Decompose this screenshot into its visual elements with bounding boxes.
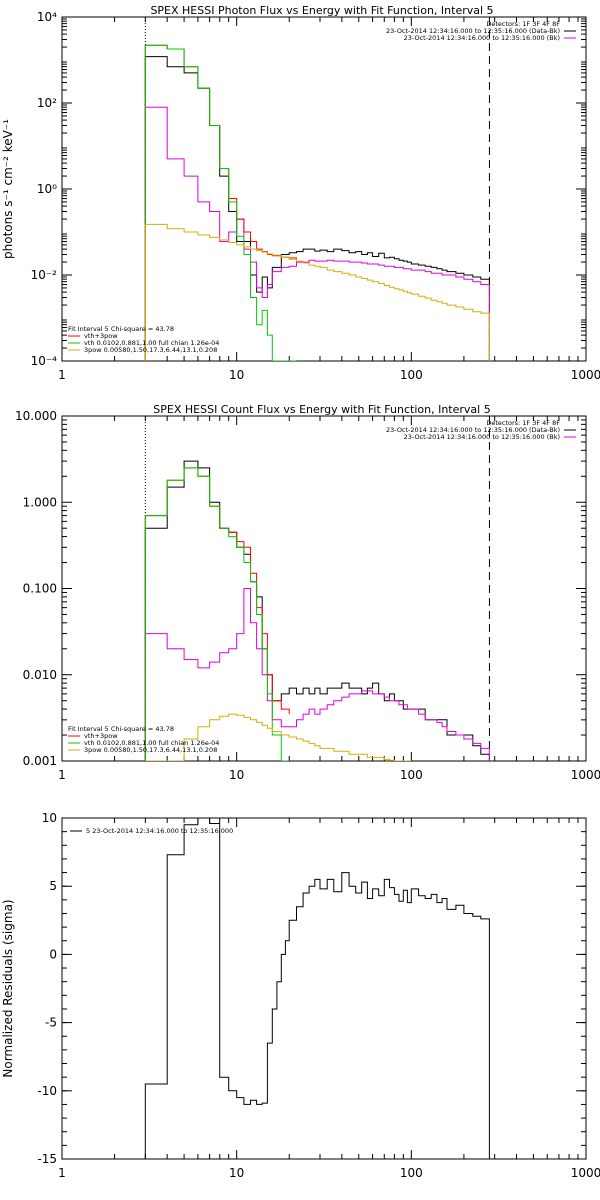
legend-top-label: 23-Oct-2014 12:34:16.000 to 12:35:16.000… (386, 27, 560, 35)
fit-legend-label: vth+3pow (84, 732, 118, 740)
y-tick-label: 0 (49, 947, 57, 961)
legend-top-label: 23-Oct-2014 12:34:16.000 to 12:35:16.000… (404, 34, 560, 42)
x-tick-label: 1000 (571, 768, 600, 782)
series-line (145, 713, 412, 761)
count-flux-panel: SPEX HESSI Count Flux vs Energy with Fit… (15, 403, 600, 782)
legend-top-label: Detectors: 1F 3F 4F 8F (486, 20, 560, 28)
y-tick-label: -15 (37, 1152, 57, 1166)
x-tick-label: 10 (229, 768, 244, 782)
series-line (144, 106, 490, 361)
legend-top-label: 23-Oct-2014 12:34:16.000 to 12:35:16.000… (404, 433, 560, 441)
x-tick-label: 100 (400, 768, 423, 782)
y-tick-label: 1.000 (23, 495, 57, 509)
residuals-panel: 1 10 100 1000 -15 -10 -5 0 5 10 Normalized Residua… (1, 811, 600, 1180)
x-tick-label: 1000 (571, 368, 600, 382)
series-line (144, 44, 297, 361)
legend-label: 5 23-Oct-2014 12:34:16.000 to 12:35:16.0… (86, 827, 233, 835)
y-tick-label: 10⁰ (37, 182, 57, 196)
fit-legend-label: 3pow 0.00580,1.50,17.3,6.44,13.1,0.208 (84, 746, 217, 754)
photon-flux-title: SPEX HESSI Photon Flux vs Energy with Fi… (150, 4, 493, 17)
y-tick-label: 10 (42, 811, 57, 825)
y-tick-label: 10² (37, 96, 57, 110)
legend-top-label: 23-Oct-2014 12:34:16.000 to 12:35:16.000… (386, 426, 560, 434)
legend-top-label: Detectors: 1F 3F 4F 8F (486, 419, 560, 427)
x-tick-label: 10 (229, 1166, 244, 1180)
fit-legend-label: vth+3pow (84, 332, 118, 340)
fit-legend-label: vth 0.0102,0.881,1.00 full chian 1.26e-0… (84, 339, 219, 347)
series-line (144, 56, 490, 361)
series-line (144, 467, 290, 761)
fit-legend-label: vth 0.0102,0.881,1.00 full chian 1.26e-0… (84, 739, 219, 747)
y-tick-label: 10⁻² (31, 268, 58, 282)
plot-frame (61, 16, 587, 362)
x-tick-label: 100 (400, 368, 423, 382)
x-tick-label: 1 (58, 368, 66, 382)
x-tick-label: 1 (58, 768, 66, 782)
series-line (144, 818, 490, 1159)
y-tick-label: 10.000 (15, 409, 57, 423)
x-tick-label: 1 (58, 1166, 66, 1180)
series-line (144, 44, 297, 361)
x-tick-label: 10 (229, 368, 244, 382)
x-tick-label: 100 (400, 1166, 423, 1180)
y-tick-label: 10⁻⁴ (31, 354, 58, 368)
series-group (144, 818, 490, 1159)
y-tick-label: -5 (45, 1016, 57, 1030)
y-axis-label: Normalized Residuals (sigma) (1, 899, 15, 1077)
series-line (144, 460, 490, 761)
plot-frame (61, 817, 587, 1160)
y-axis-label: photons s⁻¹ cm⁻² keV⁻¹ (1, 119, 15, 259)
x-tick-label: 1000 (571, 1166, 600, 1180)
fit-legend-label: 3pow 0.00580,1.50,17.3,6.44,13.1,0.208 (84, 346, 217, 354)
fit-legend-header: Fit Interval 5 Chi-square = 43.78 (68, 325, 174, 333)
y-tick-label: 0.001 (23, 754, 57, 768)
y-tick-label: 5 (49, 879, 57, 893)
series-group (144, 44, 490, 361)
series-line (144, 588, 490, 761)
y-tick-label: 0.100 (23, 582, 57, 596)
photon-flux-panel: SPEX HESSI Photon Flux vs Energy with Fi… (1, 4, 600, 382)
fit-legend-header: Fit Interval 5 Chi-square = 43.78 (68, 725, 174, 733)
series-line (144, 223, 490, 361)
series-group (144, 460, 490, 761)
y-tick-label: -10 (37, 1084, 57, 1098)
y-tick-label: 0.010 (23, 668, 57, 682)
y-tick-label: 10⁴ (37, 10, 57, 24)
count-flux-title: SPEX HESSI Count Flux vs Energy with Fit… (153, 403, 490, 416)
